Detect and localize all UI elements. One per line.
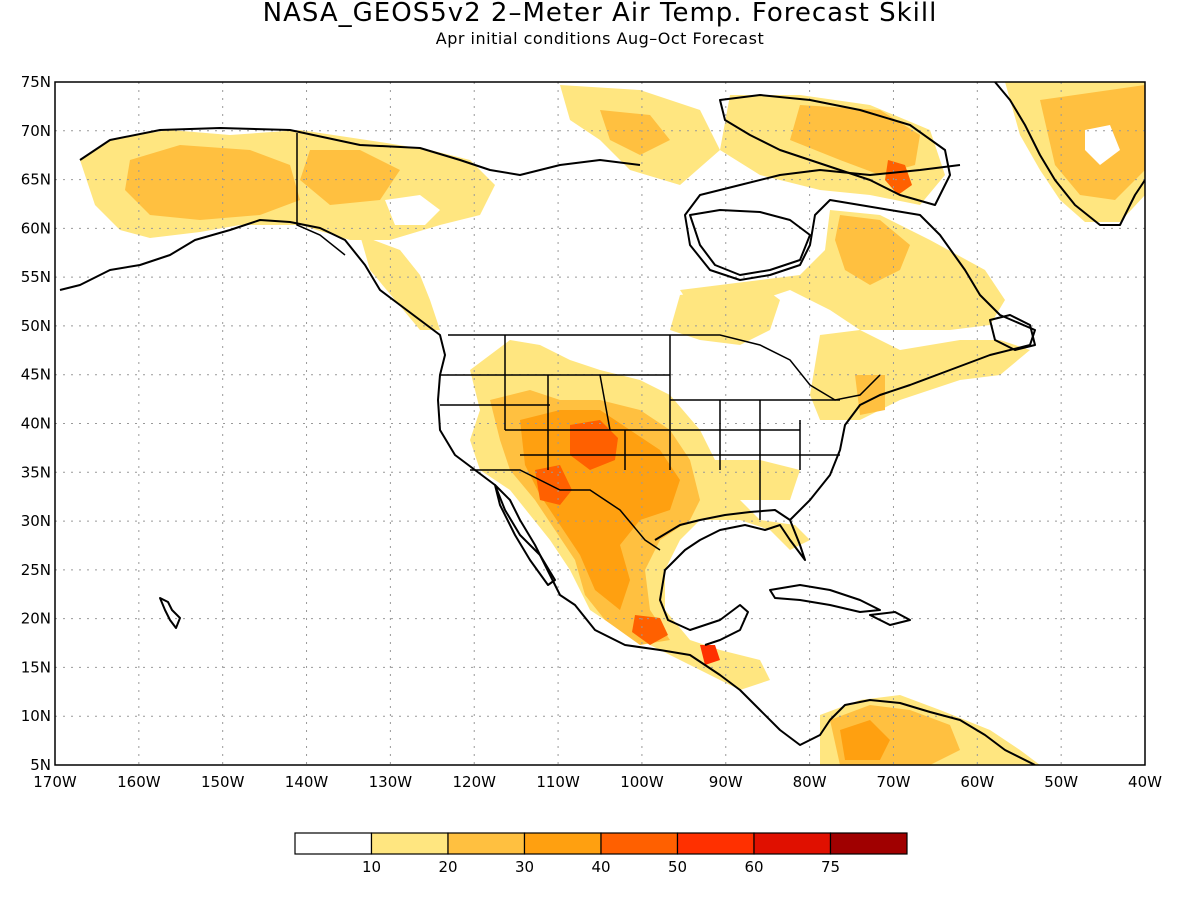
lat-tick-label: 20N — [21, 610, 51, 628]
lon-tick-label: 40W — [1128, 773, 1162, 791]
lat-tick-label: 25N — [21, 561, 51, 579]
lat-tick-label: 30N — [21, 512, 51, 530]
shade-yukon-core — [300, 150, 400, 205]
colorbar-swatch — [294, 832, 373, 855]
shade-guatemala-red — [700, 645, 720, 665]
border-alaska-canada — [296, 133, 346, 256]
shade-mexico-red — [632, 615, 668, 645]
political-borders — [296, 133, 881, 551]
colorbar-swatch — [370, 832, 449, 855]
shade-quebec-core — [835, 215, 910, 285]
lon-tick-label: 90W — [709, 773, 743, 791]
colorbar-swatch — [676, 832, 755, 855]
coast-hawaii — [159, 597, 181, 629]
lat-tick-label: 40N — [21, 415, 51, 433]
map-subtitle: Apr initial conditions Aug–Oct Forecast — [435, 29, 765, 48]
shade-colorado-red — [570, 420, 618, 470]
lon-tick-label: 130W — [369, 773, 413, 791]
shade-yukon-hole — [385, 195, 440, 225]
border-states-2 — [440, 374, 840, 456]
coast-gulf — [654, 509, 806, 646]
shade-greenland-hole — [1085, 125, 1120, 165]
lat-tick-label: 70N — [21, 122, 51, 140]
lon-tick-label: 160W — [117, 773, 161, 791]
coast-north-america — [59, 219, 1036, 765]
lon-tick-label: 110W — [536, 773, 580, 791]
shade-sa-orange — [840, 720, 890, 760]
coast-cuba — [769, 584, 881, 613]
map-title: NASA_GEOS5v2 2–Meter Air Temp. Forecast … — [262, 0, 938, 28]
shade-baffin-hot — [885, 160, 912, 195]
coast-greenland — [994, 82, 1145, 226]
border-us-mexico — [470, 469, 661, 551]
latitude-labels: 75N 70N 65N 60N 55N 50N 45N 40N 35N 30N 25N 20N 15N 1… — [21, 73, 51, 774]
lat-tick-label: 65N — [21, 171, 51, 189]
colorbar-label: 50 — [668, 858, 687, 876]
lon-tick-label: 150W — [201, 773, 245, 791]
colorbar-swatch — [753, 832, 832, 855]
lat-tick-label: 15N — [21, 658, 51, 676]
lat-tick-label: 10N — [21, 707, 51, 725]
coastlines — [59, 82, 1145, 765]
colorbar-swatch — [600, 832, 679, 855]
coast-baffin — [719, 94, 951, 206]
shade-baffin-core — [790, 105, 920, 175]
colorbar-label: 10 — [362, 858, 381, 876]
colorbar-swatch — [829, 832, 908, 855]
border-us-canada — [448, 334, 881, 401]
lat-tick-label: 35N — [21, 463, 51, 481]
colorbar-label: 40 — [591, 858, 610, 876]
lon-tick-label: 120W — [452, 773, 496, 791]
lat-tick-label: 45N — [21, 366, 51, 384]
lon-tick-label: 50W — [1044, 773, 1078, 791]
coast-east — [684, 164, 1036, 521]
lat-tick-label: 5N — [30, 756, 51, 774]
coast-newfoundland — [989, 314, 1036, 351]
longitude-labels: 170W 160W 150W 140W 130W 120W 110W 100W 90W 80W 70… — [33, 773, 1162, 791]
coast-arctic — [79, 127, 641, 176]
lat-tick-label: 55N — [21, 268, 51, 286]
colorbar-legend: 10 20 30 40 50 60 75 — [294, 832, 908, 876]
shade-maritimes-core — [855, 375, 885, 415]
coast-hispaniola — [869, 611, 911, 626]
lat-tick-label: 50N — [21, 317, 51, 335]
shade-arctic-2 — [600, 110, 670, 155]
colorbar-swatch — [523, 832, 602, 855]
lon-tick-label: 140W — [285, 773, 329, 791]
colorbar-swatch — [447, 832, 526, 855]
coast-hudson — [689, 209, 811, 276]
coast-baja — [494, 484, 556, 586]
skill-shading — [80, 82, 1145, 765]
colorbar-label: 75 — [821, 858, 840, 876]
colorbar-label: 20 — [438, 858, 457, 876]
shade-alaska-core — [125, 145, 300, 220]
lon-tick-label: 170W — [33, 773, 77, 791]
shade-arizona-red — [535, 465, 572, 505]
shade-west-orange — [520, 410, 680, 610]
colorbar-label: 30 — [515, 858, 534, 876]
lon-tick-label: 80W — [793, 773, 827, 791]
lat-tick-label: 75N — [21, 73, 51, 91]
colorbar-label: 60 — [744, 858, 763, 876]
lon-tick-label: 70W — [877, 773, 911, 791]
shade-southeast — [710, 460, 800, 500]
shade-canada-prairie — [670, 285, 780, 345]
lon-tick-label: 100W — [620, 773, 664, 791]
lon-tick-label: 60W — [960, 773, 994, 791]
map-frame — [54, 81, 1146, 766]
lat-tick-label: 60N — [21, 219, 51, 237]
shade-bc-coast — [360, 235, 440, 330]
border-states-1 — [504, 335, 801, 520]
shade-quebec — [680, 210, 1005, 330]
